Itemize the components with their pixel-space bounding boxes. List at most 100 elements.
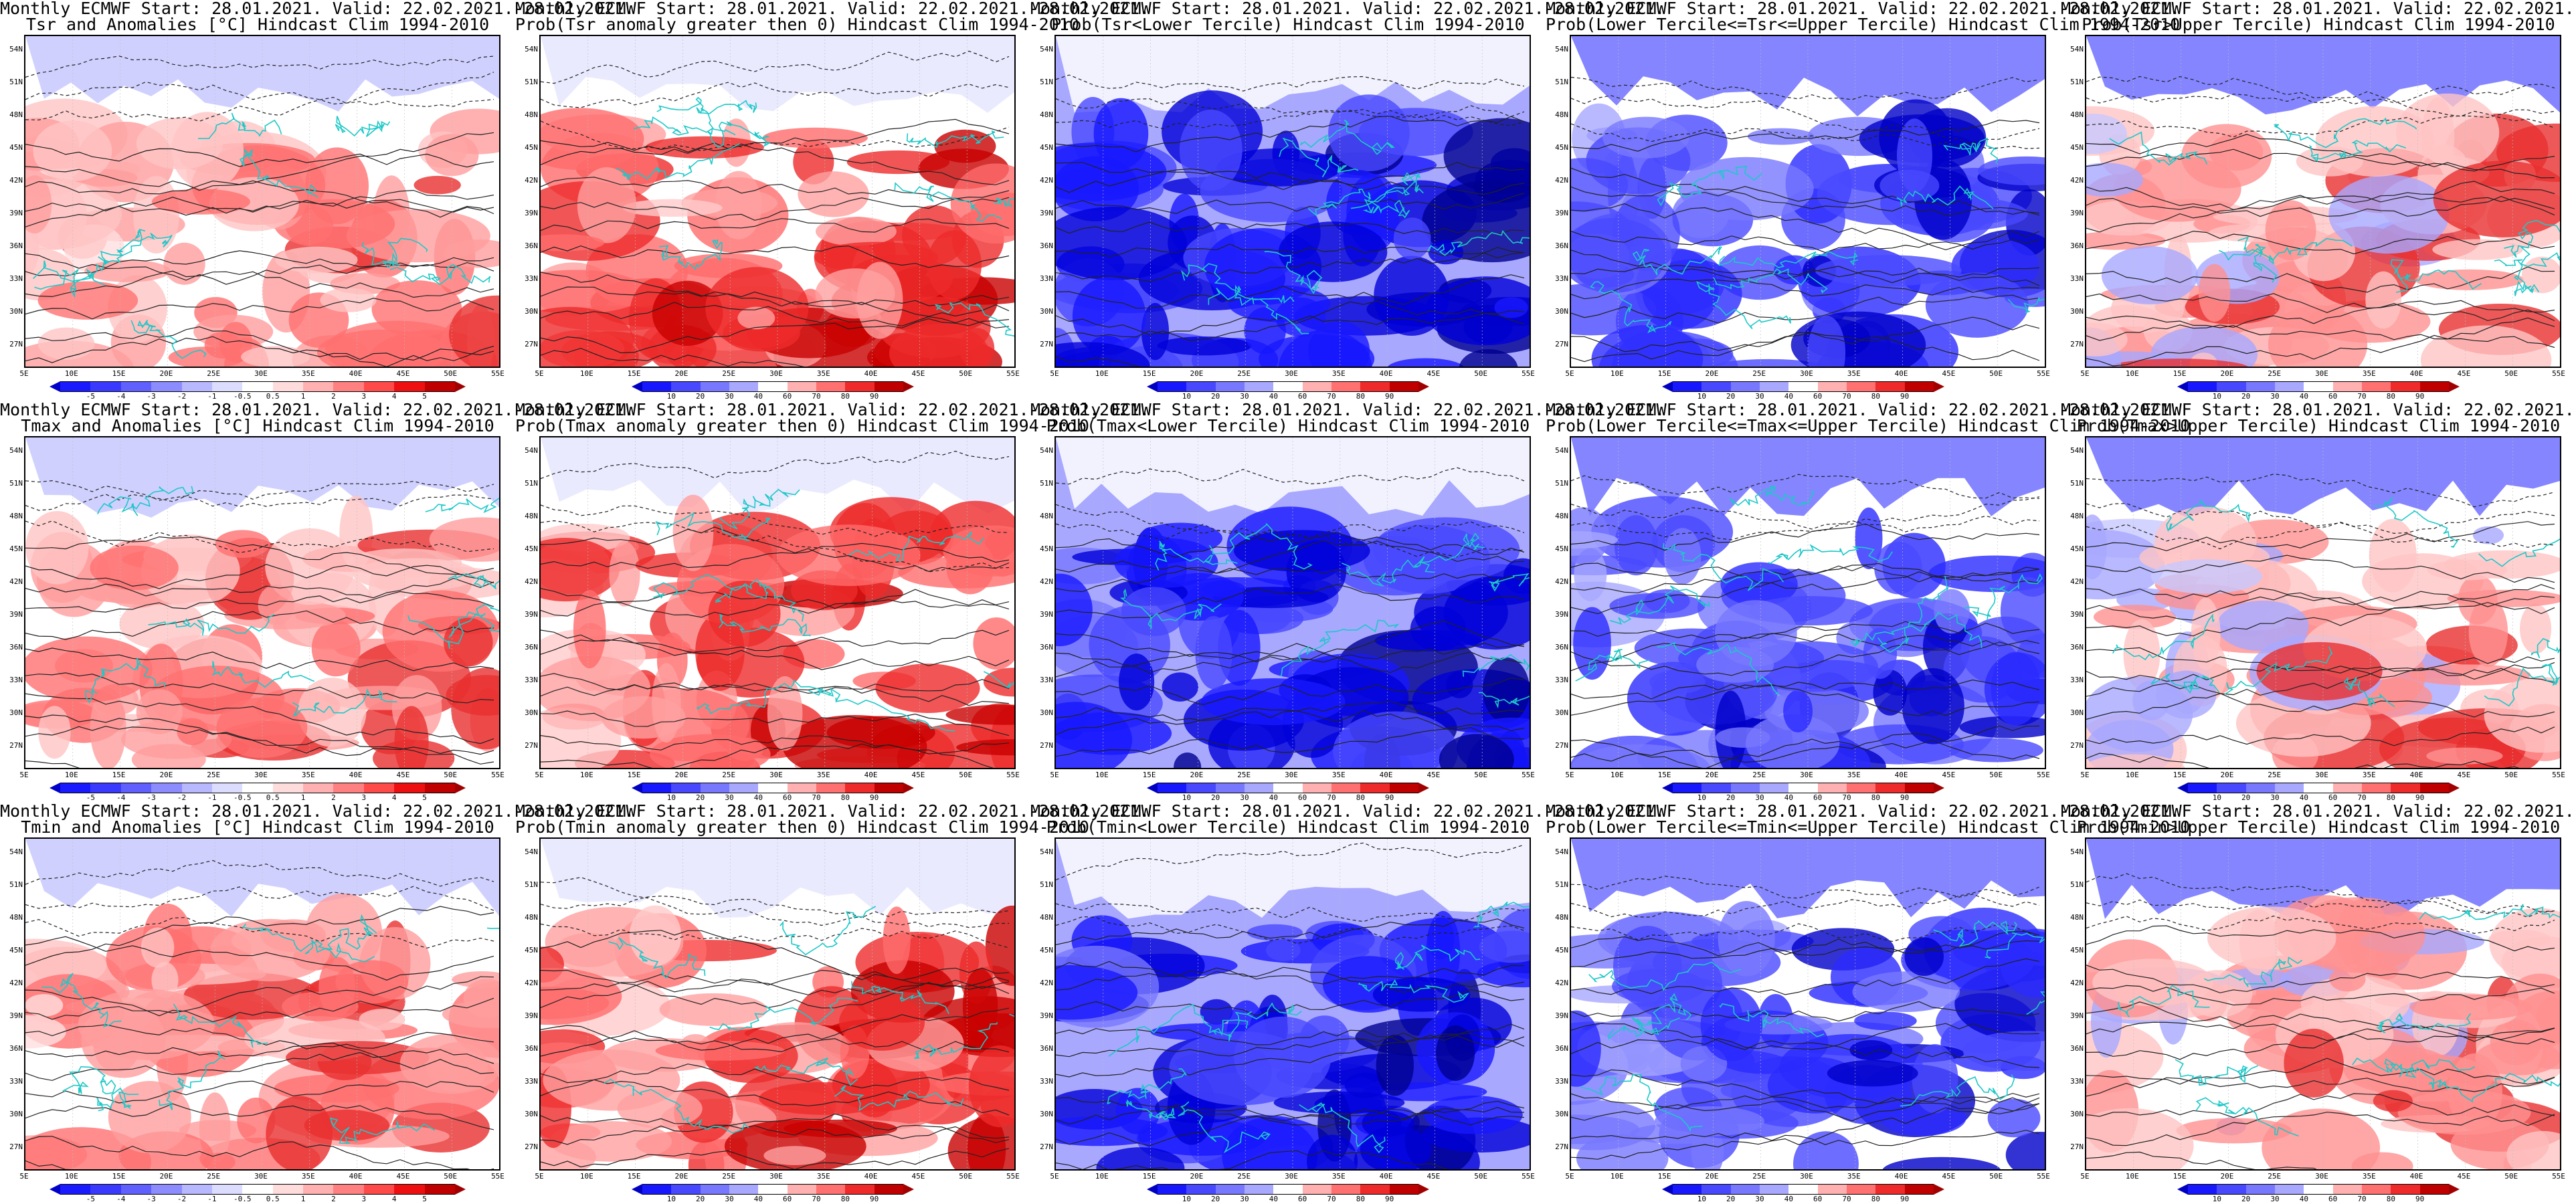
forecast-map bbox=[539, 35, 1016, 368]
colorbar bbox=[50, 783, 466, 793]
shaded-region bbox=[2328, 175, 2450, 254]
colorbar-segment bbox=[1788, 1184, 1818, 1195]
shaded-region bbox=[2520, 603, 2552, 654]
colorbar-min-arrow bbox=[1147, 381, 1158, 392]
contour-line bbox=[2086, 647, 2555, 680]
contour-line bbox=[25, 860, 494, 887]
shaded-region bbox=[1793, 1131, 1859, 1169]
coastline bbox=[304, 914, 377, 955]
latitude-label: 39N bbox=[1040, 209, 1053, 217]
shaded-region bbox=[2415, 269, 2524, 290]
longitude-label: 45E bbox=[2457, 1172, 2471, 1181]
latitude-label: 48N bbox=[525, 110, 538, 119]
latitude-label: 33N bbox=[1040, 676, 1053, 684]
latitude-label: 30N bbox=[1040, 307, 1053, 316]
coastline bbox=[98, 233, 173, 266]
shaded-region bbox=[1855, 507, 1883, 570]
coastline bbox=[1580, 1074, 1703, 1132]
contour-line bbox=[1571, 563, 2040, 615]
coastline bbox=[700, 108, 771, 148]
latitude-label: 54N bbox=[1040, 45, 1053, 54]
latitude-label: 45N bbox=[2070, 544, 2084, 553]
contour-line bbox=[541, 245, 1010, 268]
shaded-region bbox=[33, 120, 112, 182]
longitude-label: 45E bbox=[1427, 369, 1441, 378]
latitude-label: 42N bbox=[525, 577, 538, 586]
contour-line bbox=[2086, 148, 2555, 172]
longitude-label: 40E bbox=[349, 369, 363, 378]
latitude-label: 42N bbox=[1555, 979, 1568, 987]
coastline bbox=[1479, 692, 1530, 709]
colorbar-label: 60 bbox=[1813, 793, 1823, 802]
map-panel: Monthly ECMWF Start: 28.01.2021. Valid: … bbox=[1030, 0, 1665, 401]
latitude-label: 54N bbox=[1555, 45, 1568, 54]
coastline bbox=[1155, 540, 1238, 571]
latitude-label: 42N bbox=[2070, 176, 2084, 185]
latitude-label: 39N bbox=[1040, 610, 1053, 619]
north-shading bbox=[1056, 437, 1530, 516]
latitude-label: 54N bbox=[2070, 847, 2084, 856]
contour-line bbox=[25, 257, 494, 285]
colorbar-label: 20 bbox=[1726, 793, 1736, 802]
contour-line bbox=[1056, 965, 1525, 991]
coastline bbox=[1489, 573, 1530, 592]
contour-line bbox=[1056, 561, 1525, 581]
longitude-label: 50E bbox=[1989, 771, 2003, 779]
latitude-label: 27N bbox=[9, 1142, 23, 1151]
colorbar-max-arrow bbox=[1418, 783, 1429, 793]
colorbar-label: 40 bbox=[1784, 392, 1793, 401]
contour-line bbox=[1571, 316, 2040, 353]
colorbar-label: 80 bbox=[1356, 793, 1365, 802]
longitude-label: 30E bbox=[254, 369, 268, 378]
contour-line bbox=[1571, 1023, 2040, 1054]
colorbar-segment bbox=[2217, 381, 2246, 392]
longitude-label: 45E bbox=[911, 369, 925, 378]
shaded-region bbox=[1807, 315, 1846, 367]
contour-line bbox=[541, 190, 1010, 221]
contour-line bbox=[541, 520, 1010, 573]
shaded-region bbox=[1482, 657, 1530, 723]
colorbar-label: 70 bbox=[812, 793, 821, 802]
shaded-region bbox=[1459, 348, 1518, 367]
coastline bbox=[2109, 131, 2208, 166]
colorbar-label: -0.5 bbox=[234, 1195, 252, 1203]
shaded-region bbox=[2300, 975, 2411, 1030]
contour-line bbox=[541, 348, 804, 367]
colorbar-segment bbox=[700, 1184, 729, 1195]
colorbar-segment bbox=[424, 783, 455, 793]
longitude-label: 10E bbox=[1610, 1172, 1624, 1181]
latitude-label: 33N bbox=[1555, 1077, 1568, 1086]
shaded-region bbox=[443, 239, 499, 268]
colorbar-label: 4 bbox=[391, 793, 397, 802]
coastline bbox=[2478, 538, 2560, 567]
coastline bbox=[2436, 1073, 2560, 1103]
colorbar-label: 60 bbox=[2328, 1195, 2338, 1203]
longitude-label: 50E bbox=[959, 1172, 973, 1181]
colorbar-segment bbox=[845, 381, 875, 392]
latitude-label: 51N bbox=[2070, 78, 2084, 86]
latitude-label: 36N bbox=[2070, 241, 2084, 250]
colorbar-label: -4 bbox=[116, 1195, 126, 1203]
longitude-label: 20E bbox=[1190, 369, 1204, 378]
contour-line bbox=[1571, 641, 2040, 676]
forecast-map bbox=[1570, 837, 2046, 1171]
shaded-region bbox=[2426, 747, 2503, 765]
contour-line bbox=[1571, 1069, 2040, 1104]
colorbar-segment bbox=[120, 783, 152, 793]
shaded-region bbox=[2191, 597, 2221, 670]
north-shading bbox=[1571, 36, 2045, 116]
colorbar-label: 90 bbox=[1385, 392, 1394, 401]
colorbar-label: -3 bbox=[147, 1195, 156, 1203]
coastline bbox=[2150, 673, 2220, 694]
coastline bbox=[659, 239, 723, 270]
shaded-region bbox=[38, 706, 71, 759]
longitude-label: 10E bbox=[1610, 771, 1624, 779]
contour-line bbox=[2086, 521, 2555, 552]
coastline bbox=[2166, 499, 2250, 532]
colorbar-segment bbox=[1817, 783, 1847, 793]
latitude-label: 42N bbox=[1040, 577, 1053, 586]
coastline bbox=[2026, 991, 2045, 1015]
longitude-label: 40E bbox=[1894, 1172, 1908, 1181]
colorbar-segment bbox=[1215, 381, 1245, 392]
contour-line bbox=[2086, 1151, 2317, 1169]
